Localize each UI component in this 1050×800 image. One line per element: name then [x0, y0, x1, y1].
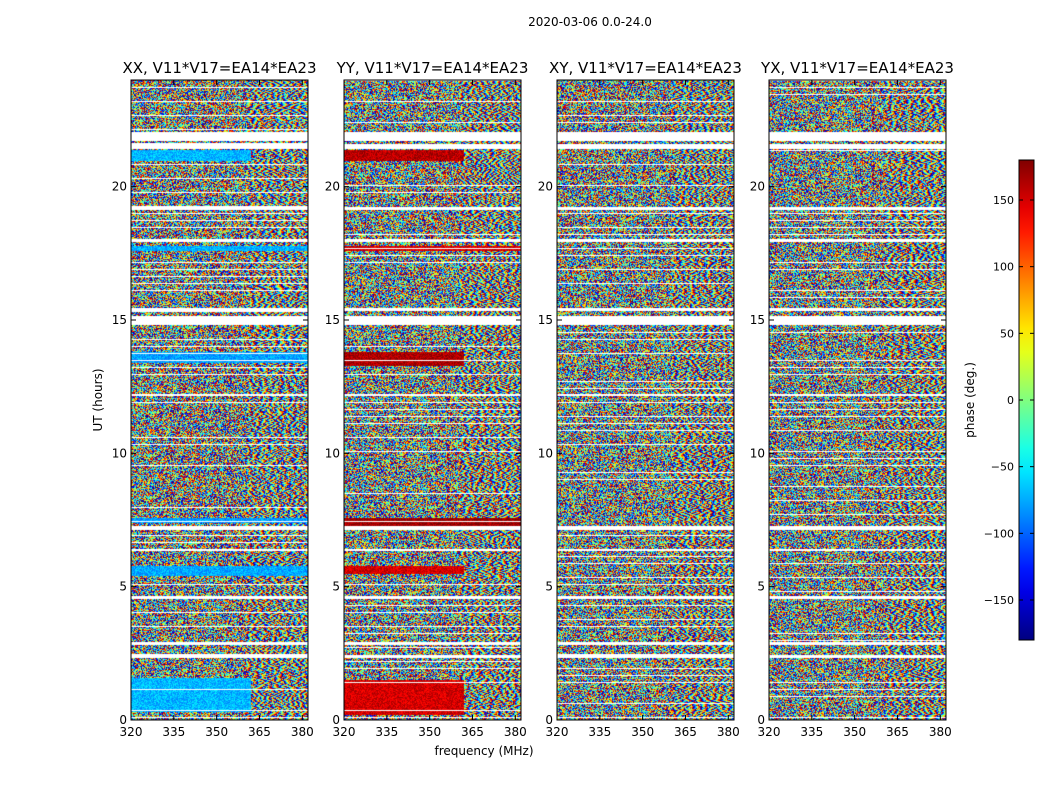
x-tick-label: 320 — [333, 725, 356, 739]
x-tick-label: 335 — [375, 725, 398, 739]
panel-frame — [343, 79, 522, 721]
panel-heatmap-yy — [344, 80, 521, 720]
x-tick-label: 335 — [800, 725, 823, 739]
y-tick-label: 5 — [332, 580, 340, 594]
colorbar-tick-label: 0 — [1007, 394, 1014, 407]
y-tick-label: 0 — [119, 713, 127, 727]
x-tick-label: 380 — [717, 725, 740, 739]
y-tick-label: 10 — [538, 446, 553, 460]
panel-xx: XX, V11*V17=EA14*EA23 320 335 350 365 380 0 5 10… — [112, 59, 317, 739]
x-tick-label: 320 — [546, 725, 569, 739]
y-tick-label: 20 — [750, 180, 765, 194]
x-tick-label: 350 — [843, 725, 866, 739]
panel-heatmap-xx — [131, 80, 308, 720]
x-tick-label: 350 — [205, 725, 228, 739]
y-tick-label: 15 — [750, 313, 765, 327]
colorbar-tick-label: 50 — [1000, 327, 1014, 340]
panel-title-yy: YY, V11*V17=EA14*EA23 — [336, 59, 529, 77]
y-tick-label: 5 — [119, 580, 127, 594]
x-tick-label: 335 — [162, 725, 185, 739]
panel-frame — [130, 79, 309, 721]
y-tick-label: 15 — [112, 313, 127, 327]
panel-frame — [768, 79, 947, 721]
panel-title-yx: YX, V11*V17=EA14*EA23 — [760, 59, 954, 77]
colorbar-tick-label: 150 — [993, 194, 1014, 207]
y-tick-label: 10 — [112, 446, 127, 460]
y-tick-label: 5 — [545, 580, 553, 594]
x-tick-label: 365 — [248, 725, 271, 739]
panel-title-xy: XY, V11*V17=EA14*EA23 — [549, 59, 742, 77]
y-tick-label: 20 — [112, 180, 127, 194]
colorbar-tick-label: 100 — [993, 261, 1014, 274]
x-tick-label: 350 — [631, 725, 654, 739]
y-tick-label: 0 — [332, 713, 340, 727]
y-tick-label: 0 — [545, 713, 553, 727]
panel-title-xx: XX, V11*V17=EA14*EA23 — [122, 59, 316, 77]
x-tick-label: 365 — [461, 725, 484, 739]
colorbar: −150 −100 −50 0 50 100 150 — [984, 159, 1035, 641]
colorbar-label: phase (deg.) — [963, 362, 977, 438]
panel-heatmap-yx — [769, 80, 946, 720]
x-tick-label: 335 — [588, 725, 611, 739]
x-tick-label: 380 — [504, 725, 527, 739]
panel-frame — [556, 79, 735, 721]
x-tick-label: 380 — [929, 725, 952, 739]
panel-heatmap-xy — [557, 80, 734, 720]
panels-group: XX, V11*V17=EA14*EA23 320 335 350 365 380 0 5 10… — [112, 59, 954, 739]
y-tick-label: 15 — [325, 313, 340, 327]
colorbar-tick-label: −150 — [984, 594, 1014, 607]
y-tick-label: 10 — [750, 446, 765, 460]
panel-yy: YY, V11*V17=EA14*EA23 320 335 350 365 380 0 5 10… — [325, 59, 529, 739]
x-tick-label: 320 — [758, 725, 781, 739]
panel-yx: YX, V11*V17=EA14*EA23 320 335 350 365 380 0 5 10… — [750, 59, 954, 739]
y-axis-label: UT (hours) — [91, 368, 105, 431]
x-tick-label: 380 — [291, 725, 314, 739]
x-tick-label: 365 — [674, 725, 697, 739]
x-tick-label: 365 — [886, 725, 909, 739]
y-tick-label: 5 — [757, 580, 765, 594]
colorbar-tick-label: −50 — [991, 461, 1014, 474]
y-tick-label: 20 — [325, 180, 340, 194]
y-tick-label: 20 — [538, 180, 553, 194]
y-tick-label: 10 — [325, 446, 340, 460]
x-axis-label: frequency (MHz) — [434, 744, 533, 758]
y-tick-label: 0 — [757, 713, 765, 727]
colorbar-tick-label: −100 — [984, 527, 1014, 540]
x-tick-label: 350 — [418, 725, 441, 739]
figure-title: 2020-03-06 0.0-24.0 — [528, 15, 652, 29]
y-tick-label: 15 — [538, 313, 553, 327]
panel-xy: XY, V11*V17=EA14*EA23 320 335 350 365 380 0 5 10… — [538, 59, 742, 739]
x-tick-label: 320 — [120, 725, 143, 739]
